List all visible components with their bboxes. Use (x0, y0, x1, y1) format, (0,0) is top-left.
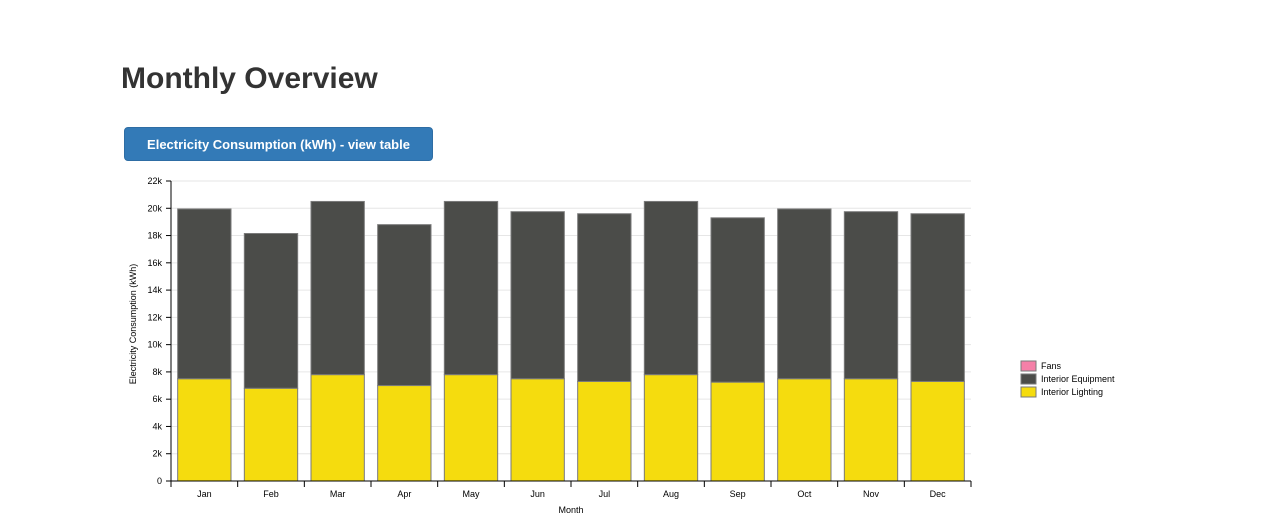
bar-interior-lighting-jun[interactable] (510, 378, 565, 482)
x-tick-label: Jun (530, 489, 545, 499)
bar-interior-lighting-oct[interactable] (777, 378, 832, 482)
x-tick-label: Sep (730, 489, 746, 499)
bar-interior-lighting-jul[interactable] (577, 380, 632, 482)
bar-interior-equipment-sep[interactable] (710, 217, 765, 383)
x-tick-label: May (462, 489, 480, 499)
bar-interior-equipment-apr[interactable] (377, 224, 432, 387)
x-tick-label: Aug (663, 489, 679, 499)
y-tick-label: 20k (147, 203, 162, 213)
bar-interior-lighting-may[interactable] (443, 374, 499, 482)
legend-label-fans: Fans (1041, 361, 1062, 371)
y-tick-label: 18k (147, 231, 162, 241)
bar-interior-lighting-mar[interactable] (310, 374, 365, 482)
bar-interior-equipment-aug[interactable] (643, 200, 699, 376)
bar-interior-equipment-may[interactable] (443, 200, 499, 376)
gridlines (171, 180, 971, 455)
bars (177, 200, 965, 482)
bar-interior-lighting-dec[interactable] (910, 380, 965, 482)
y-tick-label: 2k (152, 449, 162, 459)
y-tick-label: 12k (147, 312, 162, 322)
bar-interior-equipment-mar[interactable] (310, 200, 365, 376)
y-tick-label: 10k (147, 340, 162, 350)
bar-interior-equipment-nov[interactable] (843, 211, 899, 380)
view-table-button[interactable]: Electricity Consumption (kWh) - view tab… (124, 127, 433, 161)
x-tick-label: Jul (599, 489, 611, 499)
y-axis-title: Electricity Consumption (kWh) (128, 264, 138, 385)
y-tick-label: 6k (152, 394, 162, 404)
y-tick-label: 16k (147, 258, 162, 268)
bar-interior-equipment-oct[interactable] (777, 208, 832, 380)
x-axis-title: Month (558, 505, 583, 515)
page-title: Monthly Overview (121, 62, 378, 95)
y-tick-label: 22k (147, 176, 162, 186)
x-tick-label: Oct (797, 489, 812, 499)
y-tick-label: 0 (157, 476, 162, 486)
x-tick-label: Nov (863, 489, 880, 499)
legend-label-interior-lighting: Interior Lighting (1041, 387, 1103, 397)
legend: Fans Interior Equipment Interior Lighting (1020, 360, 1115, 398)
x-tick-label: Jan (197, 489, 212, 499)
bar-interior-lighting-feb[interactable] (243, 387, 299, 482)
x-tick-label: Feb (263, 489, 279, 499)
x-tick-label: Dec (930, 489, 947, 499)
x-tick-label: Mar (330, 489, 346, 499)
bar-interior-equipment-jan[interactable] (177, 208, 232, 380)
bar-interior-lighting-aug[interactable] (643, 374, 699, 482)
bar-interior-equipment-dec[interactable] (910, 213, 965, 382)
axes: 0 2k 4k 6k 8k 10k 12k 14k 16k 18k 20k 22k Jan Feb Mar A… (128, 176, 972, 515)
bar-interior-lighting-sep[interactable] (710, 381, 765, 482)
x-tick-label: Apr (397, 489, 411, 499)
y-tick-label: 14k (147, 285, 162, 295)
bar-interior-equipment-jul[interactable] (577, 213, 632, 382)
y-tick-label: 4k (152, 421, 162, 431)
bar-interior-lighting-nov[interactable] (843, 378, 899, 482)
legend-swatch-fans (1020, 360, 1037, 372)
bar-interior-lighting-apr[interactable] (377, 385, 432, 482)
legend-swatch-interior-lighting (1020, 386, 1037, 398)
legend-label-interior-equipment: Interior Equipment (1041, 374, 1115, 384)
bar-interior-lighting-jan[interactable] (177, 378, 232, 482)
y-tick-label: 8k (152, 367, 162, 377)
legend-swatch-interior-equipment (1020, 373, 1037, 385)
bar-interior-equipment-jun[interactable] (510, 211, 565, 380)
bar-interior-equipment-feb[interactable] (243, 233, 299, 389)
